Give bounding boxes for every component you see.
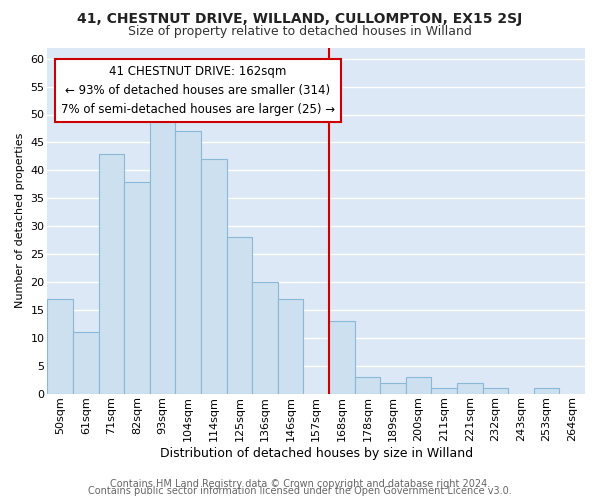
- Text: 41, CHESTNUT DRIVE, WILLAND, CULLOMPTON, EX15 2SJ: 41, CHESTNUT DRIVE, WILLAND, CULLOMPTON,…: [77, 12, 523, 26]
- X-axis label: Distribution of detached houses by size in Willand: Distribution of detached houses by size …: [160, 447, 473, 460]
- Bar: [201, 159, 227, 394]
- Y-axis label: Number of detached properties: Number of detached properties: [15, 133, 25, 308]
- Bar: [534, 388, 559, 394]
- Bar: [150, 114, 175, 394]
- Bar: [329, 321, 355, 394]
- Bar: [73, 332, 98, 394]
- Text: Contains public sector information licensed under the Open Government Licence v3: Contains public sector information licen…: [88, 486, 512, 496]
- Text: Contains HM Land Registry data © Crown copyright and database right 2024.: Contains HM Land Registry data © Crown c…: [110, 479, 490, 489]
- Bar: [47, 298, 73, 394]
- Bar: [278, 298, 304, 394]
- Bar: [124, 182, 150, 394]
- Bar: [175, 131, 201, 394]
- Bar: [227, 238, 252, 394]
- Bar: [457, 382, 482, 394]
- Text: 41 CHESTNUT DRIVE: 162sqm
← 93% of detached houses are smaller (314)
7% of semi-: 41 CHESTNUT DRIVE: 162sqm ← 93% of detac…: [61, 65, 335, 116]
- Bar: [431, 388, 457, 394]
- Bar: [406, 377, 431, 394]
- Bar: [380, 382, 406, 394]
- Bar: [355, 377, 380, 394]
- Bar: [482, 388, 508, 394]
- Text: Size of property relative to detached houses in Willand: Size of property relative to detached ho…: [128, 25, 472, 38]
- Bar: [98, 154, 124, 394]
- Bar: [252, 282, 278, 394]
